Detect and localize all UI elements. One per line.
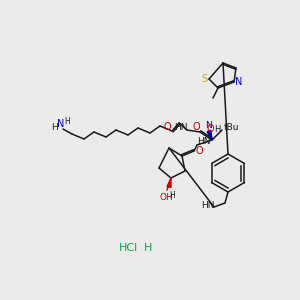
Text: S: S	[201, 74, 207, 84]
Text: N: N	[235, 77, 243, 87]
Text: HCl: HCl	[118, 243, 138, 253]
Polygon shape	[167, 178, 171, 188]
Text: tBu: tBu	[223, 124, 239, 133]
Text: HN: HN	[197, 137, 211, 146]
Text: OH: OH	[159, 193, 173, 202]
Text: N: N	[57, 119, 65, 129]
Text: O: O	[163, 122, 171, 132]
Text: H: H	[51, 122, 57, 131]
Polygon shape	[207, 130, 212, 140]
Text: O: O	[195, 146, 203, 156]
Text: HN: HN	[174, 122, 188, 131]
Text: HN: HN	[201, 200, 215, 209]
Text: O: O	[206, 124, 214, 134]
Text: N: N	[206, 122, 212, 130]
Text: H: H	[214, 124, 220, 134]
Text: H: H	[64, 116, 70, 125]
Text: O: O	[192, 122, 200, 132]
Text: H: H	[169, 190, 175, 200]
Text: H: H	[144, 243, 152, 253]
